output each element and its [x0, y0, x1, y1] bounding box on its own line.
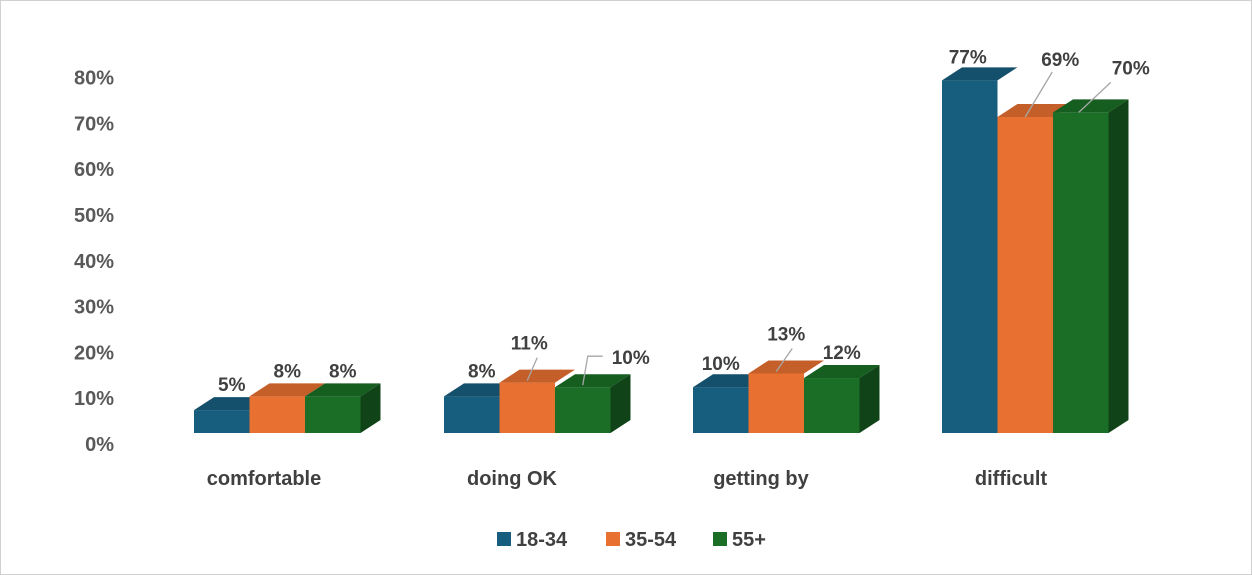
- data-label: 8%: [329, 361, 357, 382]
- data-label: 11%: [511, 334, 548, 355]
- legend-swatch: [606, 532, 620, 546]
- bar-front: [997, 116, 1053, 433]
- data-label: 69%: [1041, 50, 1079, 71]
- bar-front: [942, 80, 998, 433]
- data-label: 12%: [823, 343, 861, 364]
- bar-top: [748, 360, 824, 374]
- data-label: 5%: [218, 375, 246, 396]
- bar-front: [249, 396, 305, 433]
- legend-swatch: [497, 532, 511, 546]
- data-label: 10%: [612, 348, 650, 369]
- y-tick-label: 40%: [74, 251, 114, 273]
- data-label: 10%: [702, 354, 740, 375]
- category-label: difficult: [975, 468, 1048, 490]
- legend-label: 18-34: [516, 529, 568, 551]
- y-tick-label: 80%: [74, 68, 114, 90]
- bar-side: [1108, 99, 1129, 434]
- bar-front: [499, 382, 555, 433]
- y-tick-label: 30%: [74, 297, 114, 319]
- y-tick-label: 20%: [74, 342, 114, 364]
- bar-top: [305, 383, 381, 397]
- bar-top: [942, 67, 1018, 81]
- category-label: getting by: [713, 468, 809, 490]
- bar-front: [555, 387, 611, 433]
- legend-swatch: [713, 532, 727, 546]
- y-tick-label: 50%: [74, 205, 114, 227]
- y-tick-label: 70%: [74, 113, 114, 135]
- bar-front: [1053, 112, 1109, 434]
- y-tick-label: 0%: [85, 434, 114, 456]
- leader-line: [775, 348, 793, 372]
- bar-top: [499, 369, 575, 383]
- leader-line: [582, 355, 603, 386]
- bar-top: [1053, 99, 1129, 113]
- category-label: doing OK: [467, 468, 558, 490]
- bar-top: [555, 374, 631, 388]
- leader-line: [1024, 71, 1053, 118]
- bar-front: [305, 396, 361, 433]
- bar-top: [249, 383, 325, 397]
- category-label: comfortable: [207, 468, 321, 490]
- bar-front: [444, 396, 500, 433]
- bar-front: [194, 410, 250, 433]
- bar-side: [360, 383, 381, 433]
- bar-front: [804, 378, 860, 433]
- leader-line: [526, 357, 538, 381]
- data-label: 8%: [274, 361, 302, 382]
- legend-label: 55+: [732, 529, 766, 551]
- data-label: 70%: [1112, 58, 1150, 79]
- y-tick-label: 10%: [74, 388, 114, 410]
- y-tick-label: 60%: [74, 159, 114, 181]
- bar-top: [804, 365, 880, 379]
- legend-label: 35-54: [625, 529, 677, 551]
- bar-front: [748, 373, 804, 433]
- data-label: 8%: [468, 361, 496, 382]
- bar-side: [859, 365, 880, 433]
- data-label: 13%: [767, 324, 805, 345]
- data-label: 77%: [949, 47, 987, 68]
- leader-line: [1078, 81, 1112, 113]
- bar-front: [693, 387, 749, 433]
- bar-side: [610, 374, 631, 433]
